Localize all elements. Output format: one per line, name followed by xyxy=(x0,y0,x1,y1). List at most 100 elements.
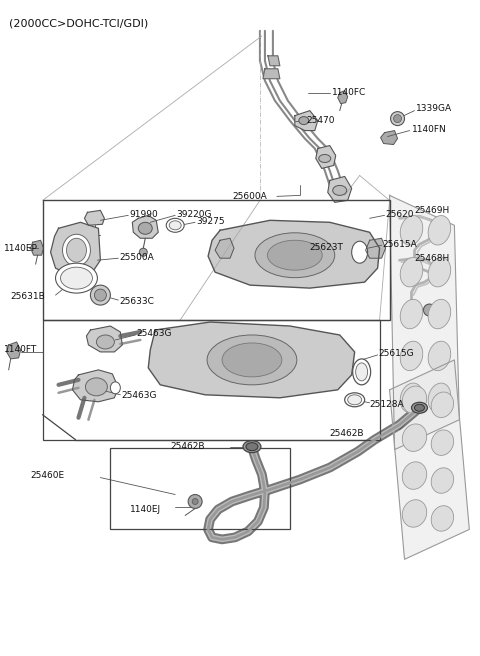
Text: 25128A: 25128A xyxy=(370,400,404,409)
Polygon shape xyxy=(86,326,122,352)
Ellipse shape xyxy=(400,216,423,245)
Circle shape xyxy=(391,112,405,125)
Circle shape xyxy=(188,495,202,508)
Bar xyxy=(43,200,390,320)
Polygon shape xyxy=(338,91,348,104)
Ellipse shape xyxy=(60,267,93,289)
Text: 1339GA: 1339GA xyxy=(416,104,452,113)
Circle shape xyxy=(95,289,107,301)
Polygon shape xyxy=(366,238,385,258)
Polygon shape xyxy=(148,322,355,398)
Ellipse shape xyxy=(56,263,97,293)
Ellipse shape xyxy=(255,233,335,277)
Ellipse shape xyxy=(431,506,454,531)
Ellipse shape xyxy=(138,222,152,234)
Ellipse shape xyxy=(67,238,86,262)
Text: 39275: 39275 xyxy=(196,217,225,226)
Text: 1140FC: 1140FC xyxy=(332,88,366,97)
Ellipse shape xyxy=(166,218,184,232)
Ellipse shape xyxy=(246,443,258,451)
Circle shape xyxy=(394,115,402,123)
Ellipse shape xyxy=(428,299,451,329)
Ellipse shape xyxy=(402,500,427,527)
Ellipse shape xyxy=(85,378,108,396)
Text: 25470: 25470 xyxy=(307,116,336,125)
Ellipse shape xyxy=(319,155,331,163)
Ellipse shape xyxy=(400,299,423,329)
Text: 25463G: 25463G xyxy=(121,391,157,400)
Polygon shape xyxy=(50,222,100,276)
Ellipse shape xyxy=(402,424,427,451)
Ellipse shape xyxy=(428,216,451,245)
Text: 25462B: 25462B xyxy=(170,442,204,451)
Polygon shape xyxy=(7,342,21,359)
Text: 25615G: 25615G xyxy=(379,350,414,358)
Ellipse shape xyxy=(353,359,371,385)
Text: 1140FT: 1140FT xyxy=(4,346,37,354)
Polygon shape xyxy=(328,176,352,202)
Ellipse shape xyxy=(299,117,309,125)
Polygon shape xyxy=(381,131,397,144)
Ellipse shape xyxy=(348,395,361,405)
Ellipse shape xyxy=(267,240,322,270)
Ellipse shape xyxy=(345,393,365,407)
Circle shape xyxy=(139,248,147,256)
Ellipse shape xyxy=(402,462,427,489)
Ellipse shape xyxy=(415,404,424,411)
Text: 25462B: 25462B xyxy=(330,429,364,438)
Circle shape xyxy=(433,266,445,278)
Ellipse shape xyxy=(411,402,428,413)
Circle shape xyxy=(192,499,198,504)
Text: 25615A: 25615A xyxy=(383,239,417,249)
Polygon shape xyxy=(72,370,119,401)
Bar xyxy=(43,320,380,440)
Text: 1140FN: 1140FN xyxy=(411,125,446,134)
Ellipse shape xyxy=(428,383,451,413)
Polygon shape xyxy=(390,195,459,449)
Ellipse shape xyxy=(243,441,261,453)
Text: 25469H: 25469H xyxy=(415,206,450,215)
Text: 25620: 25620 xyxy=(385,210,414,219)
Circle shape xyxy=(90,285,110,305)
Ellipse shape xyxy=(400,341,423,371)
Text: 25631B: 25631B xyxy=(11,292,46,300)
Polygon shape xyxy=(263,69,280,79)
Text: 91990: 91990 xyxy=(129,210,158,219)
Polygon shape xyxy=(295,111,318,131)
Text: 39220G: 39220G xyxy=(176,210,212,219)
Text: 1140EP: 1140EP xyxy=(4,244,37,253)
Text: 25468H: 25468H xyxy=(415,254,450,262)
Text: 25460E: 25460E xyxy=(31,471,65,480)
Ellipse shape xyxy=(431,468,454,493)
Polygon shape xyxy=(316,146,336,169)
Polygon shape xyxy=(31,240,44,255)
Text: 25463G: 25463G xyxy=(136,329,172,338)
Ellipse shape xyxy=(400,383,423,413)
Ellipse shape xyxy=(96,335,114,349)
Ellipse shape xyxy=(428,341,451,371)
Text: 25600A: 25600A xyxy=(232,192,267,201)
Polygon shape xyxy=(215,238,234,258)
Ellipse shape xyxy=(222,343,282,377)
Ellipse shape xyxy=(62,234,90,266)
Polygon shape xyxy=(268,56,280,66)
Ellipse shape xyxy=(402,386,427,413)
Polygon shape xyxy=(390,360,469,560)
Ellipse shape xyxy=(207,335,297,385)
Polygon shape xyxy=(84,211,104,225)
Bar xyxy=(110,447,290,529)
Ellipse shape xyxy=(428,257,451,287)
Text: 25623T: 25623T xyxy=(310,243,344,252)
Text: (2000CC>DOHC-TCI/GDI): (2000CC>DOHC-TCI/GDI) xyxy=(9,19,148,29)
Ellipse shape xyxy=(431,430,454,455)
Ellipse shape xyxy=(356,363,368,381)
Text: 1140EJ: 1140EJ xyxy=(130,505,161,514)
Ellipse shape xyxy=(333,186,347,195)
Circle shape xyxy=(423,304,435,316)
Text: 25500A: 25500A xyxy=(120,253,154,262)
Ellipse shape xyxy=(352,241,368,263)
Ellipse shape xyxy=(169,221,181,230)
Text: 25633C: 25633C xyxy=(120,297,154,306)
Polygon shape xyxy=(208,220,380,288)
Ellipse shape xyxy=(400,257,423,287)
